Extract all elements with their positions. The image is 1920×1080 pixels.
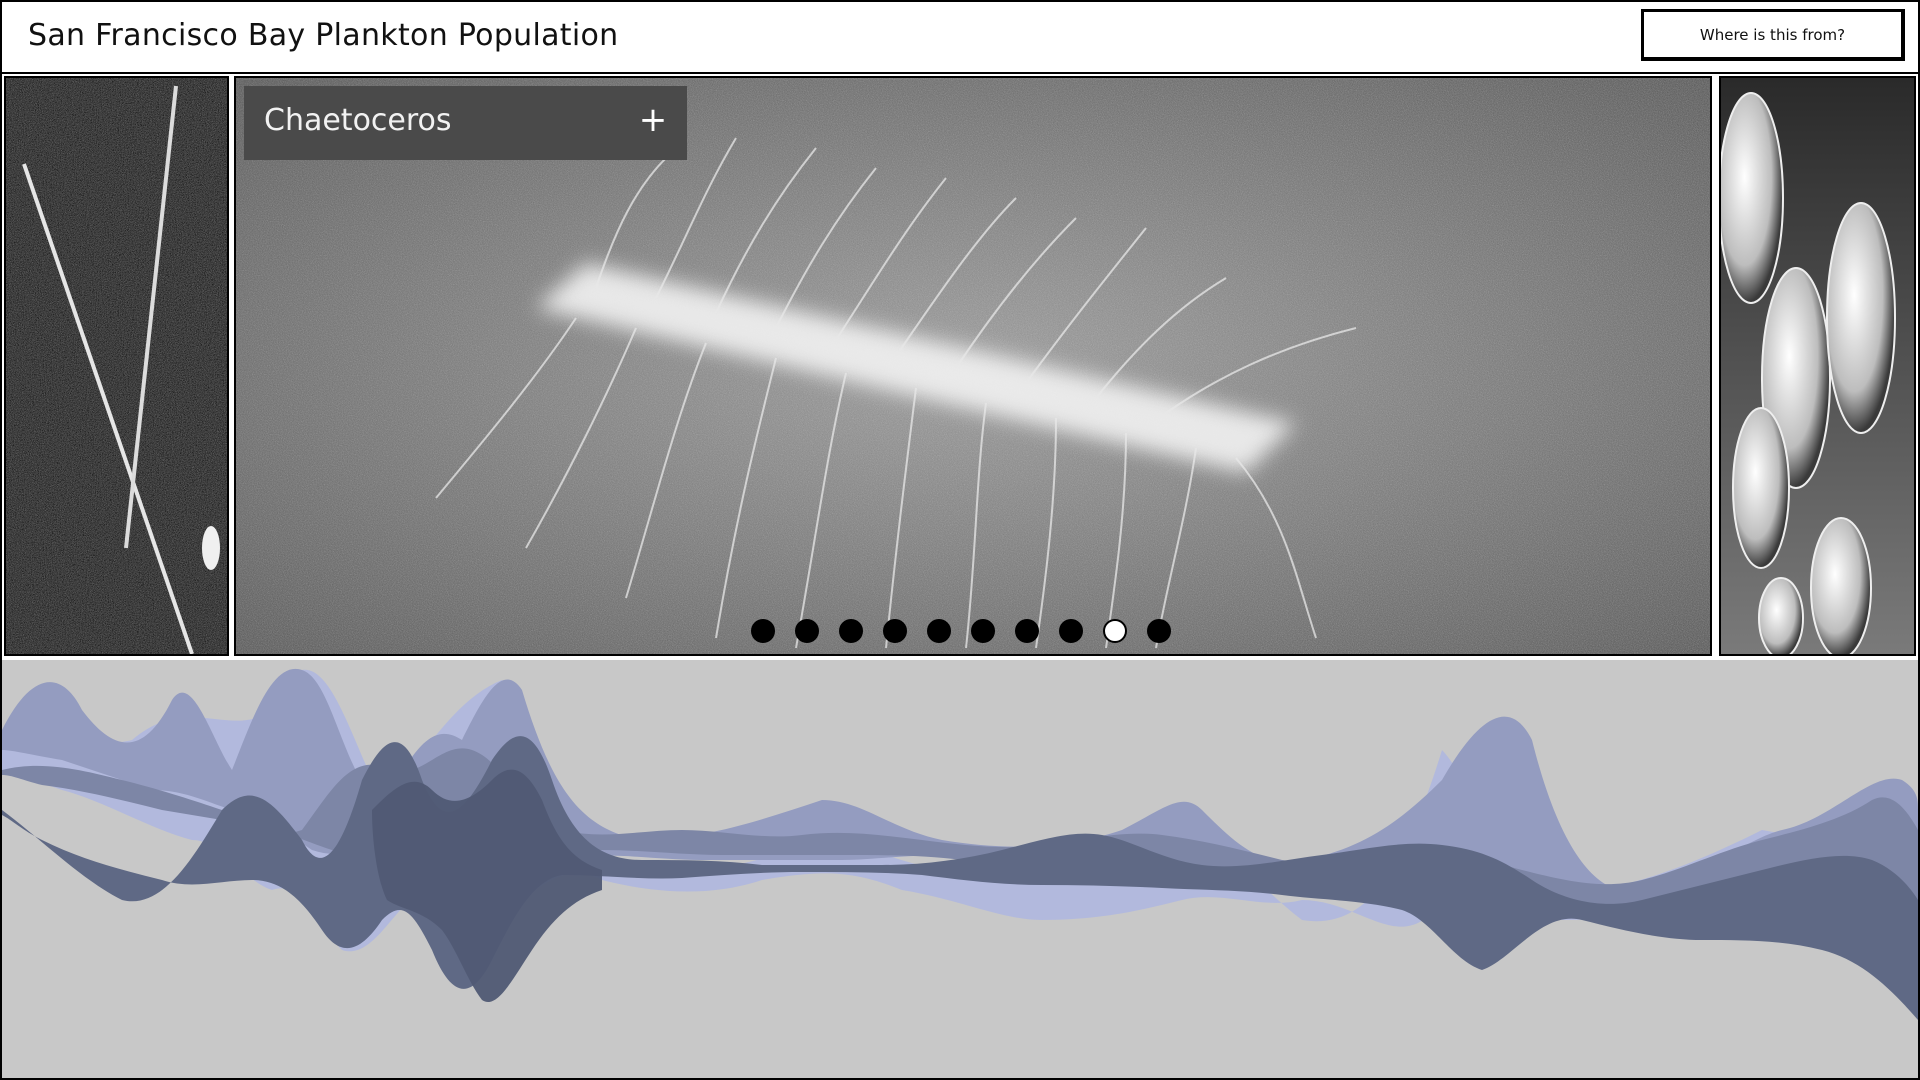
plankton-image-right xyxy=(1721,78,1914,654)
carousel-dot[interactable] xyxy=(795,619,819,643)
carousel-dot[interactable] xyxy=(1059,619,1083,643)
species-label-box: Chaetoceros + xyxy=(244,86,687,160)
streamgraph-chart xyxy=(2,668,1918,1020)
species-name: Chaetoceros xyxy=(264,103,452,138)
main-image-panel: Chaetoceros + xyxy=(234,76,1712,656)
carousel-dot[interactable] xyxy=(1015,619,1039,643)
carousel-dot[interactable] xyxy=(927,619,951,643)
source-button[interactable]: Where is this from? xyxy=(1641,9,1905,61)
previous-image-preview[interactable] xyxy=(4,76,229,656)
page-title: San Francisco Bay Plankton Population xyxy=(28,18,619,53)
carousel-dot[interactable] xyxy=(883,619,907,643)
carousel-dot[interactable] xyxy=(751,619,775,643)
carousel-dot[interactable] xyxy=(971,619,995,643)
carousel-dot[interactable] xyxy=(839,619,863,643)
plankton-image-main xyxy=(236,78,1710,654)
plankton-image-left xyxy=(6,78,227,654)
header: San Francisco Bay Plankton Population Wh… xyxy=(0,0,1920,74)
carousel-dot[interactable] xyxy=(1147,619,1171,643)
stream-layer xyxy=(372,769,602,1002)
stream-layers xyxy=(2,668,1918,1020)
plus-icon[interactable]: + xyxy=(638,100,668,140)
population-streamgraph xyxy=(2,660,1918,1078)
next-image-preview[interactable] xyxy=(1719,76,1916,656)
carousel-dot-active[interactable] xyxy=(1103,619,1127,643)
carousel-pagination xyxy=(751,619,1171,645)
